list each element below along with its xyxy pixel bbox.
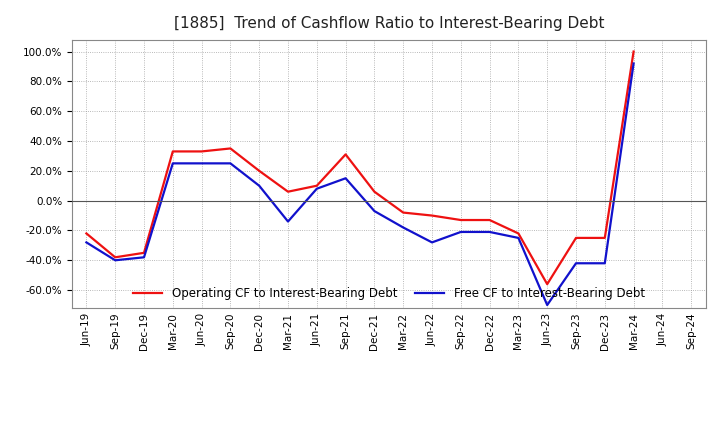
Free CF to Interest-Bearing Debt bbox=[456, 229, 465, 235]
Line: Free CF to Interest-Bearing Debt: Free CF to Interest-Bearing Debt bbox=[86, 63, 634, 305]
Operating CF to Interest-Bearing Debt bbox=[226, 146, 235, 151]
Operating CF to Interest-Bearing Debt bbox=[82, 231, 91, 236]
Free CF to Interest-Bearing Debt bbox=[600, 260, 609, 266]
Free CF to Interest-Bearing Debt bbox=[168, 161, 177, 166]
Operating CF to Interest-Bearing Debt bbox=[255, 168, 264, 173]
Free CF to Interest-Bearing Debt bbox=[485, 229, 494, 235]
Free CF to Interest-Bearing Debt bbox=[572, 260, 580, 266]
Operating CF to Interest-Bearing Debt bbox=[629, 49, 638, 54]
Free CF to Interest-Bearing Debt bbox=[255, 183, 264, 188]
Free CF to Interest-Bearing Debt bbox=[428, 240, 436, 245]
Operating CF to Interest-Bearing Debt bbox=[370, 189, 379, 194]
Operating CF to Interest-Bearing Debt bbox=[140, 250, 148, 256]
Free CF to Interest-Bearing Debt bbox=[82, 240, 91, 245]
Free CF to Interest-Bearing Debt bbox=[140, 255, 148, 260]
Operating CF to Interest-Bearing Debt bbox=[600, 235, 609, 241]
Operating CF to Interest-Bearing Debt bbox=[197, 149, 206, 154]
Operating CF to Interest-Bearing Debt bbox=[543, 282, 552, 287]
Free CF to Interest-Bearing Debt bbox=[341, 176, 350, 181]
Free CF to Interest-Bearing Debt bbox=[111, 258, 120, 263]
Operating CF to Interest-Bearing Debt bbox=[399, 210, 408, 215]
Free CF to Interest-Bearing Debt bbox=[543, 302, 552, 308]
Free CF to Interest-Bearing Debt bbox=[370, 209, 379, 214]
Operating CF to Interest-Bearing Debt bbox=[572, 235, 580, 241]
Operating CF to Interest-Bearing Debt bbox=[514, 231, 523, 236]
Operating CF to Interest-Bearing Debt bbox=[111, 255, 120, 260]
Operating CF to Interest-Bearing Debt bbox=[312, 183, 321, 188]
Free CF to Interest-Bearing Debt bbox=[226, 161, 235, 166]
Operating CF to Interest-Bearing Debt bbox=[168, 149, 177, 154]
Free CF to Interest-Bearing Debt bbox=[399, 225, 408, 230]
Operating CF to Interest-Bearing Debt bbox=[485, 217, 494, 223]
Line: Operating CF to Interest-Bearing Debt: Operating CF to Interest-Bearing Debt bbox=[86, 51, 634, 284]
Operating CF to Interest-Bearing Debt bbox=[284, 189, 292, 194]
Operating CF to Interest-Bearing Debt bbox=[341, 152, 350, 157]
Operating CF to Interest-Bearing Debt bbox=[428, 213, 436, 218]
Free CF to Interest-Bearing Debt bbox=[312, 186, 321, 191]
Free CF to Interest-Bearing Debt bbox=[197, 161, 206, 166]
Title: [1885]  Trend of Cashflow Ratio to Interest-Bearing Debt: [1885] Trend of Cashflow Ratio to Intere… bbox=[174, 16, 604, 32]
Legend: Operating CF to Interest-Bearing Debt, Free CF to Interest-Bearing Debt: Operating CF to Interest-Bearing Debt, F… bbox=[128, 282, 649, 305]
Free CF to Interest-Bearing Debt bbox=[514, 235, 523, 241]
Free CF to Interest-Bearing Debt bbox=[284, 219, 292, 224]
Operating CF to Interest-Bearing Debt bbox=[456, 217, 465, 223]
Free CF to Interest-Bearing Debt bbox=[629, 61, 638, 66]
